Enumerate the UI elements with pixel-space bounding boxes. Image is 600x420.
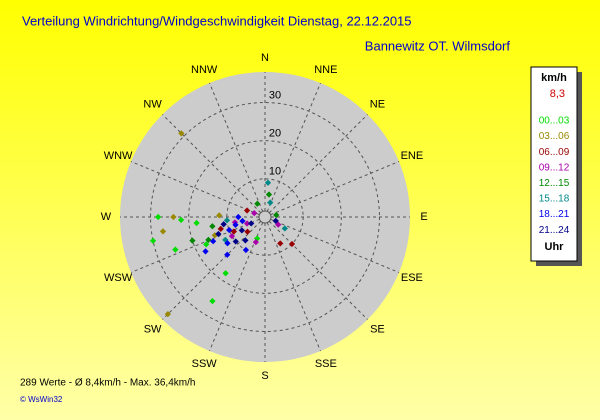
legend-label: 06...09 bbox=[539, 147, 570, 158]
data-point bbox=[239, 217, 246, 225]
data-point bbox=[205, 236, 212, 243]
data-point bbox=[159, 228, 167, 235]
credit: © WsWin32 bbox=[20, 395, 63, 404]
data-point bbox=[178, 130, 185, 137]
data-point bbox=[193, 219, 200, 227]
spoke bbox=[270, 218, 400, 273]
data-point bbox=[226, 226, 233, 234]
legend-current: 8,3 bbox=[550, 88, 565, 100]
data-point bbox=[238, 227, 245, 234]
legend-label: 03...06 bbox=[539, 131, 570, 142]
data-point bbox=[243, 207, 251, 214]
spoke bbox=[268, 220, 368, 320]
data-point bbox=[272, 217, 279, 225]
spoke bbox=[266, 82, 321, 212]
data-point bbox=[251, 209, 258, 217]
spoke bbox=[162, 220, 262, 320]
data-point bbox=[248, 220, 255, 227]
data-point bbox=[242, 237, 249, 244]
spoke bbox=[209, 82, 264, 212]
direction-label: WNW bbox=[104, 150, 133, 162]
data-point bbox=[189, 237, 196, 244]
legend-label: 15...18 bbox=[539, 194, 570, 205]
footer-stats: 289 Werte - Ø 8,4km/h - Max. 36,4km/h bbox=[20, 378, 195, 389]
r-tick-label: 10 bbox=[269, 166, 281, 178]
data-point bbox=[273, 211, 280, 219]
data-point bbox=[242, 246, 250, 254]
direction-label: WSW bbox=[104, 272, 133, 284]
data-point bbox=[224, 240, 231, 247]
spoke bbox=[162, 114, 262, 214]
data-point bbox=[202, 248, 209, 255]
data-point bbox=[210, 238, 217, 245]
legend-label: 00...03 bbox=[539, 116, 570, 127]
direction-label: NNW bbox=[191, 64, 218, 76]
data-point bbox=[224, 251, 231, 258]
legend-label: 18...21 bbox=[539, 209, 570, 220]
data-point bbox=[220, 221, 227, 228]
center-ring bbox=[258, 210, 272, 224]
spoke bbox=[266, 222, 321, 352]
data-point bbox=[244, 228, 251, 235]
direction-label: SW bbox=[144, 323, 162, 335]
legend-footer: Uhr bbox=[545, 241, 565, 253]
grid-ring bbox=[188, 140, 342, 294]
data-point bbox=[203, 241, 210, 248]
spoke bbox=[130, 161, 260, 216]
spoke bbox=[270, 161, 400, 216]
chart-subtitle: Bannewitz OT. Wilmsdorf bbox=[365, 38, 511, 53]
data-point bbox=[232, 221, 239, 229]
data-point bbox=[235, 213, 242, 221]
data-point bbox=[217, 225, 224, 232]
spoke bbox=[268, 114, 368, 214]
data-point bbox=[209, 298, 216, 305]
direction-label: SSW bbox=[192, 358, 218, 370]
direction-label: E bbox=[420, 211, 427, 223]
direction-label: NE bbox=[370, 98, 385, 110]
direction-label: ENE bbox=[401, 150, 424, 162]
direction-label: SSE bbox=[315, 358, 337, 370]
direction-label: S bbox=[261, 370, 268, 382]
legend-label: 12...15 bbox=[539, 178, 570, 189]
direction-label: N bbox=[261, 52, 269, 64]
direction-label: W bbox=[101, 211, 112, 223]
data-point bbox=[155, 213, 162, 221]
chart-title: Verteilung Windrichtung/Windgeschwindigk… bbox=[22, 13, 412, 28]
direction-label: SE bbox=[370, 323, 385, 335]
plot-area bbox=[120, 72, 410, 362]
data-point bbox=[223, 217, 231, 224]
spoke bbox=[209, 222, 264, 352]
legend-title: km/h bbox=[541, 72, 567, 84]
data-point bbox=[170, 213, 177, 221]
direction-label: ESE bbox=[401, 272, 423, 284]
legend-label: 21...24 bbox=[539, 225, 570, 236]
direction-label: NW bbox=[143, 98, 162, 110]
legend-label: 09...12 bbox=[539, 162, 570, 173]
r-tick-label: 20 bbox=[269, 128, 281, 140]
spoke bbox=[130, 218, 260, 273]
legend-box bbox=[530, 66, 578, 262]
r-tick-label: 30 bbox=[269, 89, 281, 101]
direction-label: NNE bbox=[314, 64, 337, 76]
data-point bbox=[254, 200, 261, 207]
